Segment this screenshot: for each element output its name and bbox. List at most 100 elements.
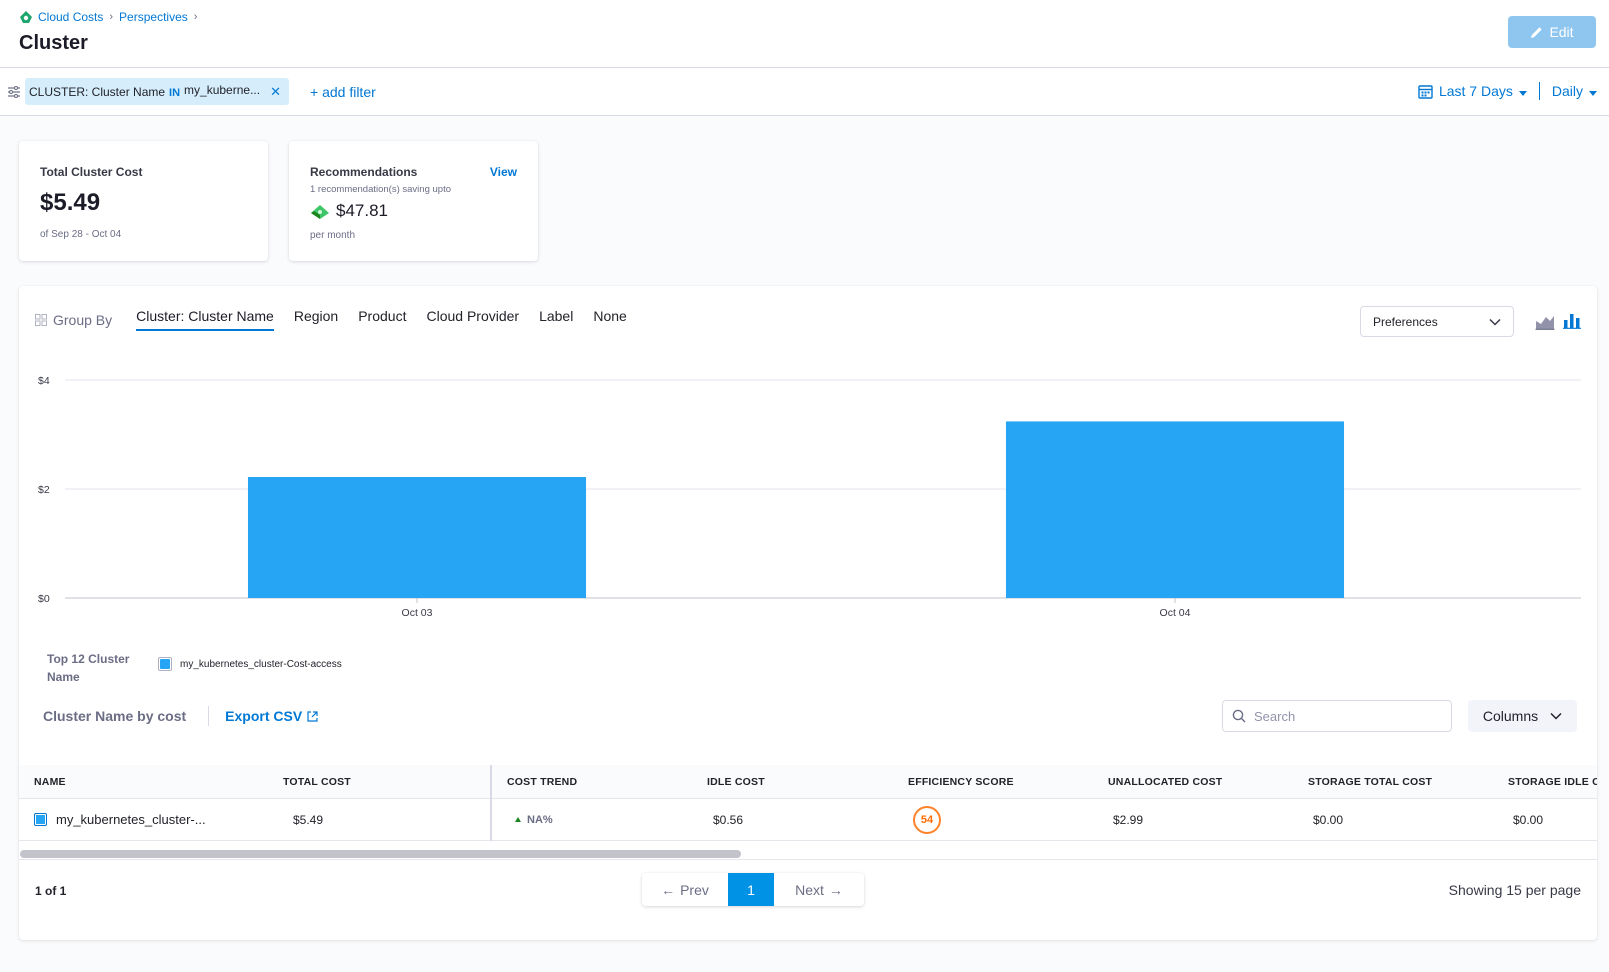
- groupby-tab-product[interactable]: Product: [358, 308, 407, 324]
- time-range-controls: Last 7 Days Daily: [1418, 82, 1597, 100]
- total-cost-period: of Sep 28 - Oct 04: [40, 229, 122, 240]
- cost-table: NAME TOTAL COST COST TREND IDLE COST EFF…: [19, 765, 1597, 845]
- time-range-select[interactable]: Last 7 Days: [1439, 83, 1527, 99]
- legend-item[interactable]: my_kubernetes_cluster-Cost-access: [158, 657, 342, 671]
- header-name[interactable]: NAME: [34, 775, 66, 788]
- page-title: Cluster: [19, 32, 88, 54]
- cell-total-cost: $5.49: [293, 812, 324, 827]
- saving-row: $47.81: [310, 201, 388, 221]
- frozen-column-divider: [490, 765, 492, 841]
- header-unallocated-cost[interactable]: UNALLOCATED COST: [1108, 775, 1223, 788]
- group-icon: [35, 313, 47, 326]
- filter-chip-operator: IN: [169, 87, 181, 99]
- pagination-count: 1 of 1: [35, 884, 67, 898]
- cost-bar-chart: $0 $2 $4 Oct 03 Oct 04: [38, 375, 1581, 619]
- filter-chip-value: my_kuberne...: [184, 82, 261, 97]
- horizontal-scrollbar[interactable]: [19, 849, 1597, 859]
- x-tick-label: Oct 04: [1160, 607, 1191, 619]
- trend-up-icon: [515, 817, 521, 822]
- table-toolbar: Cluster Name by cost Export CSV: [43, 706, 318, 726]
- table-row[interactable]: my_kubernetes_cluster-... $5.49 NA% $0.5…: [19, 799, 1597, 841]
- arrow-right-icon: →: [828, 881, 843, 898]
- filter-settings-icon[interactable]: [7, 85, 21, 99]
- chevron-down-icon: [1550, 712, 1562, 720]
- header-total-cost[interactable]: TOTAL COST: [283, 775, 351, 788]
- table-header: NAME TOTAL COST COST TREND IDLE COST EFF…: [19, 765, 1597, 799]
- area-chart-icon[interactable]: [1535, 312, 1555, 330]
- legend-label: my_kubernetes_cluster-Cost-access: [180, 658, 342, 670]
- legend-swatch: [158, 657, 172, 671]
- add-filter-link[interactable]: + add filter: [310, 84, 376, 100]
- divider: [1538, 82, 1540, 100]
- groupby-tab-region[interactable]: Region: [293, 308, 339, 324]
- search-box: [1222, 700, 1452, 732]
- breadcrumb-perspectives[interactable]: Perspectives: [119, 10, 188, 24]
- columns-button[interactable]: Columns: [1468, 700, 1577, 732]
- groupby-row: Group By Cluster: Cluster Name Region Pr…: [35, 308, 647, 331]
- pencil-icon: [1531, 26, 1543, 38]
- caret-down-icon: [1518, 91, 1527, 96]
- granularity-select[interactable]: Daily: [1552, 83, 1597, 99]
- cell-name: my_kubernetes_cluster-...: [34, 799, 206, 840]
- groupby-tab-label[interactable]: Label: [539, 308, 574, 324]
- pager: ← Prev 1 Next →: [642, 873, 864, 906]
- cell-unallocated-cost: $2.99: [1113, 812, 1144, 827]
- y-tick-label: $0: [38, 593, 50, 605]
- page-1-button[interactable]: 1: [728, 873, 774, 906]
- divider: [19, 859, 1597, 860]
- recommendations-label: Recommendations: [310, 165, 418, 179]
- external-link-icon: [307, 710, 318, 722]
- saving-value: $47.81: [336, 201, 388, 220]
- filter-bar: CLUSTER: Cluster Name IN my_kuberne... ✕…: [0, 68, 1609, 116]
- header-cost-trend[interactable]: COST TREND: [507, 775, 578, 788]
- groupby-tab-cluster-name[interactable]: Cluster: Cluster Name: [136, 308, 274, 331]
- close-icon[interactable]: ✕: [270, 83, 281, 99]
- bar: [247, 477, 587, 598]
- view-recommendations-link[interactable]: View: [489, 165, 517, 179]
- divider: [208, 706, 210, 726]
- chevron-down-icon: [1489, 318, 1501, 326]
- chevron-right-icon: ›: [193, 11, 198, 23]
- total-cost-value: $5.49: [40, 189, 101, 216]
- preferences-dropdown[interactable]: Preferences: [1360, 306, 1514, 337]
- x-tick-label: Oct 03: [402, 607, 433, 619]
- filter-chip-field: CLUSTER: Cluster Name: [29, 84, 166, 99]
- recommendation-count: 1 recommendation(s) saving upto: [310, 184, 451, 195]
- groupby-tab-cloud-provider[interactable]: Cloud Provider: [426, 308, 520, 324]
- caret-down-icon: [1589, 91, 1597, 96]
- per-page-label: Showing 15 per page: [1448, 882, 1581, 898]
- cell-storage-total-cost: $0.00: [1313, 812, 1344, 827]
- header-idle-cost[interactable]: IDLE COST: [707, 775, 765, 788]
- cell-cost-trend: NA%: [515, 799, 553, 840]
- bar-chart-icon[interactable]: [1563, 311, 1581, 329]
- cloud-costs-icon: [20, 11, 32, 23]
- cell-efficiency-score: 54: [913, 799, 941, 840]
- breadcrumb-cloud-costs[interactable]: Cloud Costs: [38, 10, 104, 24]
- calendar-icon: [1418, 84, 1433, 99]
- search-input[interactable]: [1254, 708, 1434, 724]
- prev-page-button[interactable]: ← Prev: [642, 873, 728, 906]
- scrollbar-thumb[interactable]: [20, 850, 741, 858]
- total-cost-card: Total Cluster Cost $5.49 of Sep 28 - Oct…: [19, 141, 268, 261]
- y-tick-label: $2: [38, 484, 50, 496]
- recommendations-card: Recommendations View 1 recommendation(s)…: [289, 141, 538, 261]
- edit-button-label: Edit: [1549, 24, 1574, 40]
- filter-chip[interactable]: CLUSTER: Cluster Name IN my_kuberne... ✕: [25, 78, 289, 105]
- export-csv-link[interactable]: Export CSV: [225, 708, 318, 724]
- header-storage-idle-cost[interactable]: STORAGE IDLE COST: [1508, 775, 1597, 788]
- groupby-tab-none[interactable]: None: [593, 308, 627, 324]
- header-storage-total-cost[interactable]: STORAGE TOTAL COST: [1308, 775, 1433, 788]
- main-panel: Group By Cluster: Cluster Name Region Pr…: [19, 286, 1597, 940]
- money-icon: [311, 204, 329, 219]
- next-page-button[interactable]: Next →: [774, 873, 864, 906]
- total-cost-label: Total Cluster Cost: [40, 165, 143, 179]
- arrow-left-icon: ←: [661, 881, 676, 898]
- bar: [1005, 421, 1345, 598]
- efficiency-score-badge: 54: [913, 805, 941, 834]
- per-month-label: per month: [310, 230, 356, 241]
- header-efficiency-score[interactable]: EFFICIENCY SCORE: [908, 775, 1014, 788]
- edit-button[interactable]: Edit: [1508, 16, 1596, 48]
- cell-storage-idle-cost: $0.00: [1513, 812, 1544, 827]
- row-color-checkbox[interactable]: [34, 813, 47, 826]
- chevron-right-icon: ›: [109, 11, 114, 23]
